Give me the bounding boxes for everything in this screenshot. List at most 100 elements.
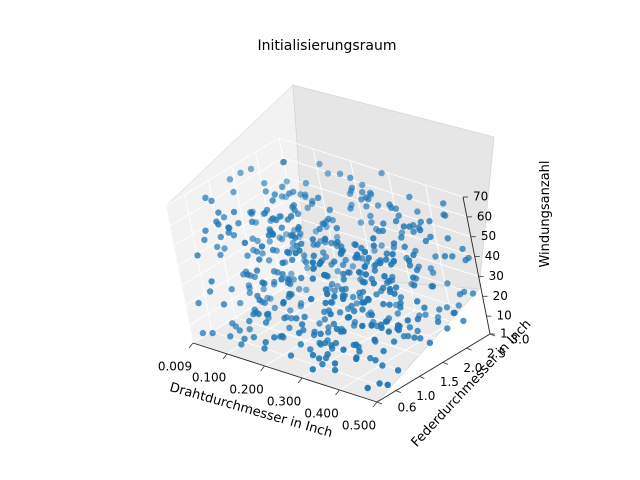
- scatter-point: [303, 286, 310, 293]
- x-tick-mark: [188, 342, 194, 349]
- scatter-point: [456, 291, 464, 298]
- scatter-point: [324, 170, 332, 177]
- scatter-point: [385, 277, 392, 285]
- x-tick-label: 0.400: [304, 406, 338, 420]
- grid-line-x: [350, 160, 379, 299]
- scatter-point: [199, 329, 207, 337]
- y-tick-label: 1.5: [440, 375, 459, 389]
- scatter-point: [432, 253, 439, 260]
- scatter-point: [459, 245, 466, 253]
- scatter-point: [259, 250, 266, 257]
- scatter-point: [286, 290, 293, 298]
- scatter-point: [251, 273, 258, 281]
- scatter-point: [267, 295, 274, 302]
- scatter-point: [286, 190, 293, 197]
- x-tick-label: 0.500: [342, 419, 376, 433]
- scatter-point: [388, 261, 395, 268]
- scatter-point: [324, 290, 331, 298]
- grid-line-z: [165, 137, 280, 207]
- scatter-point: [265, 310, 272, 318]
- scatter-point: [422, 237, 430, 245]
- x-tick-mark: [372, 401, 378, 408]
- scatter-point: [371, 247, 378, 254]
- scatter-point: [319, 220, 326, 227]
- scatter-point: [289, 256, 296, 264]
- scatter-point: [405, 257, 413, 264]
- scatter-point: [237, 299, 244, 307]
- chart-title: Initialisierungsraum: [258, 38, 397, 54]
- scatter-point: [195, 299, 202, 307]
- scatter-point: [220, 301, 228, 308]
- scatter-point: [208, 197, 215, 204]
- scatter-point: [411, 282, 418, 289]
- scatter-point: [338, 247, 345, 254]
- scatter-point: [339, 261, 347, 268]
- scatter-point: [404, 317, 411, 324]
- scatter-point: [421, 304, 428, 311]
- scatter-point: [362, 271, 370, 278]
- scatter-point: [334, 239, 341, 246]
- scatter-point: [321, 316, 328, 323]
- grid-line-y: [231, 166, 260, 304]
- scatter-point: [262, 319, 270, 326]
- scatter-point: [386, 301, 393, 308]
- scatter-point: [322, 299, 329, 307]
- scatter-point: [304, 264, 311, 272]
- scatter-point: [417, 226, 424, 234]
- scatter-point: [230, 232, 238, 239]
- scatter-point: [380, 300, 387, 308]
- scatter-point: [353, 341, 360, 348]
- scatter-point: [373, 291, 380, 298]
- scatter-point: [300, 252, 308, 259]
- scatter-point: [406, 223, 413, 230]
- scatter-point: [284, 248, 291, 256]
- grid-line-z: [278, 137, 464, 198]
- scatter-point: [374, 202, 382, 209]
- scatter-point: [295, 225, 302, 233]
- scatter-point: [356, 348, 363, 355]
- scatter-point: [291, 206, 298, 214]
- scatter-point: [246, 289, 253, 296]
- grid-line-x: [387, 172, 416, 311]
- scatter-point: [359, 181, 366, 189]
- scatter-point: [450, 309, 457, 317]
- scatter-point: [280, 298, 287, 306]
- scatter-point: [269, 246, 277, 254]
- scatter-point: [297, 300, 305, 307]
- scatter-point: [314, 194, 322, 201]
- scatter-point: [316, 225, 323, 233]
- x-tick-mark: [335, 389, 340, 396]
- scatter-point: [271, 304, 278, 312]
- scatter-point: [245, 282, 252, 289]
- scatter-point: [429, 269, 437, 276]
- scatter-point: [346, 190, 354, 197]
- scatter-point: [296, 285, 303, 293]
- scatter-point: [293, 315, 300, 322]
- scatter-point: [237, 169, 244, 176]
- scatter-point: [378, 169, 385, 177]
- scatter-point: [444, 280, 451, 287]
- scatter-point: [238, 341, 245, 348]
- scatter-point: [321, 271, 328, 279]
- scatter-point: [331, 360, 339, 367]
- z-tick-label: 30: [489, 269, 504, 283]
- scatter-point: [308, 295, 315, 303]
- scatter-point: [288, 315, 295, 322]
- scatter-point: [427, 233, 434, 240]
- scatter-point: [244, 252, 251, 259]
- grid-line-z: [189, 256, 303, 326]
- scatter-point: [440, 200, 447, 207]
- scatter-point: [367, 212, 374, 220]
- scatter-point: [255, 310, 262, 318]
- scatter-point: [287, 352, 295, 359]
- scatter-point: [202, 227, 209, 234]
- y-tick-label: 2.5: [487, 347, 506, 361]
- scatter-point: [376, 380, 383, 387]
- scatter-point: [340, 328, 347, 335]
- scatter-point: [202, 194, 209, 201]
- scatter-point: [382, 318, 390, 325]
- scatter-point: [368, 311, 376, 319]
- scatter-point: [455, 302, 462, 309]
- scatter-point: [394, 310, 401, 317]
